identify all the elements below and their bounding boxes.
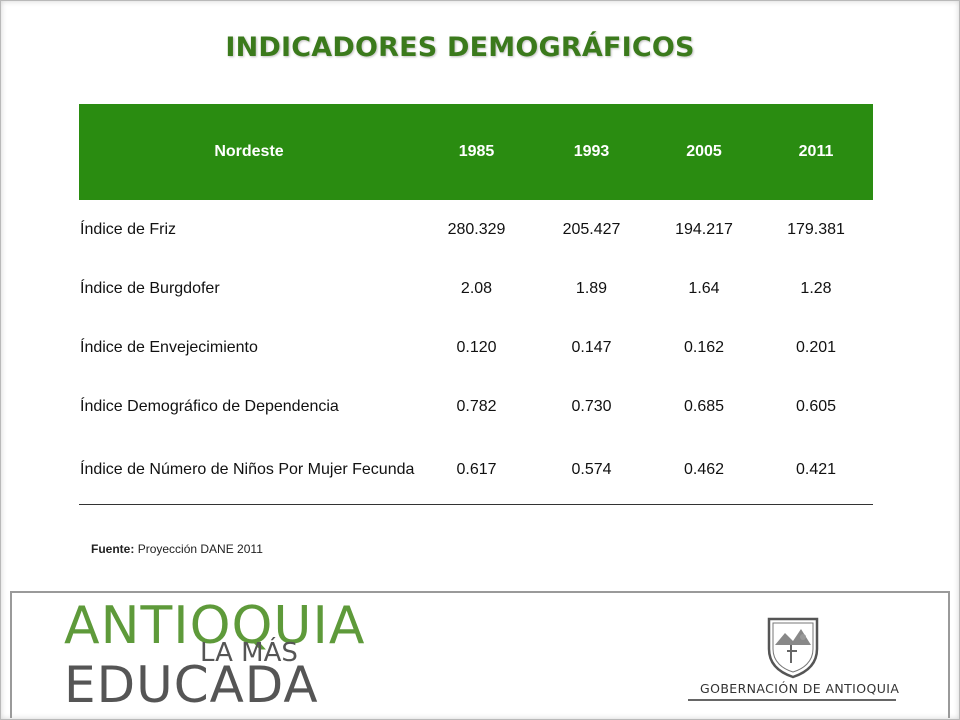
row-label: Índice de Friz: [80, 220, 177, 238]
cell-value: 205.427: [562, 220, 621, 238]
header-year-1993: 1993: [534, 104, 649, 200]
cell-value: 0.201: [795, 338, 837, 356]
cell-value: 280.329: [447, 220, 506, 238]
source-prefix: Fuente:: [91, 542, 135, 556]
cell-value: 0.421: [759, 436, 873, 505]
cell-value: 0.162: [683, 338, 725, 356]
row-label: Índice Demográfico de Dependencia: [80, 397, 339, 415]
indicators-table: Nordeste 1985 1993 2005 2011 Índice de F…: [79, 104, 873, 505]
gov-label: GOBERNACIÓN DE ANTIOQUIA: [700, 681, 900, 696]
cell-value: 1.64: [688, 279, 720, 297]
coat-of-arms-icon: [767, 617, 819, 679]
cell-value: 1.28: [800, 279, 832, 297]
cell-value: 0.617: [419, 436, 534, 505]
logo-la-mas: LA MÁS: [200, 638, 298, 668]
table-header-row: Nordeste 1985 1993 2005 2011: [79, 104, 873, 200]
cell-value: 0.147: [571, 338, 612, 356]
cell-value: 1.89: [575, 279, 608, 297]
header-year-2005: 2005: [649, 104, 759, 200]
row-label: Índice de Envejecimiento: [80, 338, 258, 356]
source-note: Fuente: Proyección DANE 2011: [91, 542, 263, 556]
page-title: INDICADORES DEMOGRÁFICOS: [225, 32, 695, 63]
table-row: Índice de Burgdofer 2.08 1.89 1.64 1.28: [79, 259, 873, 318]
header-region: Nordeste: [79, 104, 419, 200]
table-row: Índice de Envejecimiento 0.120 0.147 0.1…: [79, 318, 873, 377]
gov-underline: [688, 699, 896, 701]
table-row: Índice Demográfico de Dependencia 0.782 …: [79, 377, 873, 436]
cell-value: 179.381: [787, 220, 845, 238]
table-row: Índice de Número de Niños Por Mujer Fecu…: [79, 436, 873, 505]
cell-value: 0.574: [534, 436, 649, 505]
cell-value: 0.462: [649, 436, 759, 505]
header-year-1985: 1985: [419, 104, 534, 200]
header-year-2011: 2011: [759, 104, 873, 200]
cell-value: 0.605: [795, 397, 837, 415]
cell-value: 194.217: [675, 220, 733, 238]
logo-educada: EDUCADA: [64, 656, 319, 714]
footer-frame: [10, 591, 950, 718]
cell-value: 2.08: [460, 279, 493, 297]
row-label: Índice de Burgdofer: [80, 279, 220, 297]
row-label: Índice de Número de Niños Por Mujer Fecu…: [79, 436, 419, 505]
cell-value: 0.685: [683, 397, 725, 415]
cell-value: 0.730: [571, 397, 612, 415]
logo-antioquia: ANTIOQUIA: [64, 596, 366, 656]
table-row: Índice de Friz 280.329 205.427 194.217 1…: [79, 200, 873, 259]
source-text: Proyección DANE 2011: [137, 542, 263, 556]
cell-value: 0.120: [456, 338, 497, 356]
cell-value: 0.782: [456, 397, 497, 415]
